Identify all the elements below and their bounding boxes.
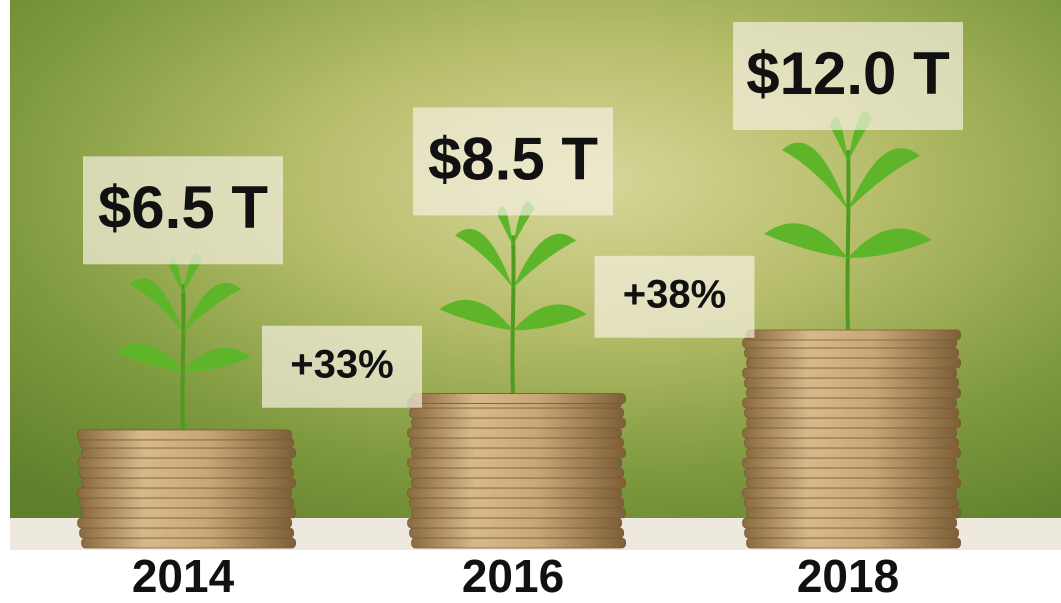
coin (412, 478, 626, 488)
coin (78, 458, 292, 468)
coin (78, 488, 292, 498)
coin (747, 418, 961, 428)
coin-stack (743, 330, 961, 548)
coin (743, 398, 957, 408)
coin (412, 508, 626, 518)
coin (747, 388, 961, 398)
coin (78, 518, 292, 528)
annotation: +33% (290, 342, 393, 386)
coin (80, 468, 294, 478)
annotation: +38% (623, 272, 726, 316)
coin (410, 468, 624, 478)
coin (82, 478, 296, 488)
coin (747, 330, 961, 340)
coin (82, 448, 296, 458)
coin (743, 518, 957, 528)
coin (412, 418, 626, 428)
coin (410, 408, 624, 418)
coin (78, 430, 292, 440)
stem (512, 235, 513, 393)
coin (412, 448, 626, 458)
coin (410, 438, 624, 448)
coin (745, 468, 959, 478)
coin (82, 508, 296, 518)
coin (747, 478, 961, 488)
stem (182, 284, 183, 430)
value-label: $6.5 T (98, 174, 268, 241)
value-label: $8.5 T (428, 125, 598, 192)
coin (408, 458, 622, 468)
coin (408, 518, 622, 528)
coin (747, 448, 961, 458)
x-tick-label: 2016 (462, 550, 564, 602)
coin (412, 538, 626, 548)
coin (745, 438, 959, 448)
x-tick-label: 2014 (132, 550, 235, 602)
coin (745, 498, 959, 508)
coin (747, 508, 961, 518)
coin (408, 428, 622, 438)
coin (80, 528, 294, 538)
coin (743, 428, 957, 438)
coin (412, 394, 626, 404)
coin (745, 528, 959, 538)
coin (410, 498, 624, 508)
coin-stack (78, 430, 296, 548)
chart: $6.5 T 2014 $8.5 T 2016 $12.0 T 2018 +33% +38% (0, 0, 1061, 603)
coin (743, 458, 957, 468)
x-tick-label: 2018 (797, 550, 899, 602)
coin (747, 358, 961, 368)
coin (82, 538, 296, 548)
coin (745, 378, 959, 388)
coin (747, 538, 961, 548)
coin (408, 488, 622, 498)
coin (410, 528, 624, 538)
coin-stack (408, 394, 626, 548)
value-label: $12.0 T (746, 40, 949, 107)
coin (745, 408, 959, 418)
coin (743, 368, 957, 378)
page: $6.5 T2014$8.5 T2016$12.0 T2018+33%+38% … (0, 0, 1061, 603)
stem (847, 150, 848, 330)
coin (80, 498, 294, 508)
coin (743, 488, 957, 498)
coin (745, 348, 959, 358)
